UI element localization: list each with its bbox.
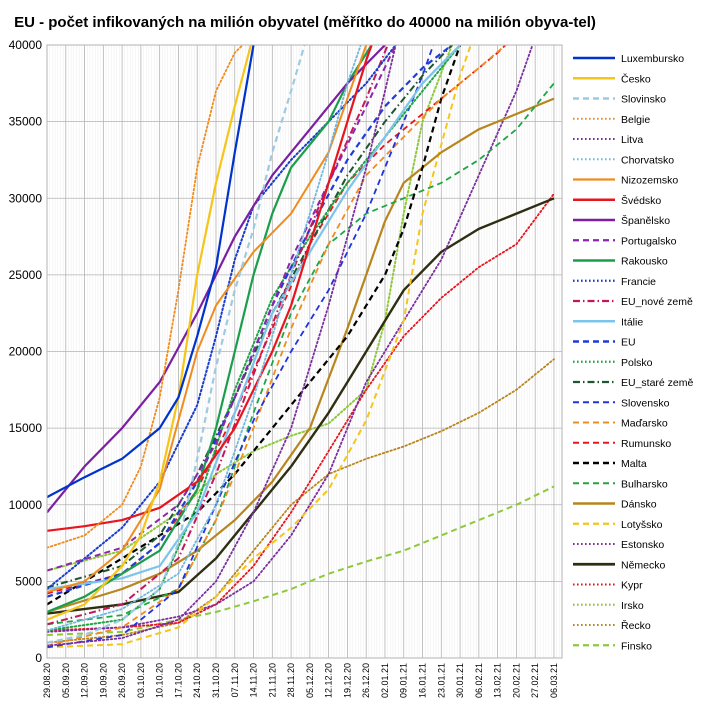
legend-entry-label: Lotyšsko [621, 519, 663, 531]
x-tick-label: 19.09.20 [98, 663, 108, 698]
legend-entry-label: Belgie [621, 114, 650, 126]
series-line [47, 45, 507, 647]
y-tick-label: 0 [35, 651, 42, 665]
series-line [47, 45, 397, 590]
y-tick-label: 30000 [9, 191, 43, 205]
y-tick-label: 40000 [9, 38, 43, 52]
legend-entry-label: Polsko [621, 357, 653, 369]
legend-entry-label: Rumunsko [621, 438, 671, 450]
legend-entry-label: Portugalsko [621, 235, 677, 247]
legend-entry-label: Litva [621, 134, 643, 146]
legend-entry-label: Slovensko [621, 397, 670, 409]
chart-grid [46, 44, 563, 659]
x-tick-label: 05.12.20 [305, 663, 315, 698]
series-line [47, 45, 362, 632]
legend-entry-label: EU [621, 337, 636, 349]
series-line [47, 45, 397, 647]
x-tick-label: 14.11.20 [249, 663, 259, 697]
series-line [47, 45, 461, 591]
x-tick-label: 03.10.20 [136, 663, 146, 698]
y-tick-label: 35000 [9, 115, 43, 129]
y-tick-label: 5000 [15, 574, 42, 588]
legend-entry-label: Finsko [621, 640, 652, 652]
legend-entry-label: Německo [621, 559, 666, 571]
legend-entry-label: Francie [621, 276, 656, 288]
chart-title: EU - počet infikovaných na milión obyvat… [14, 14, 596, 31]
legend-entry-label: Švédsko [621, 194, 661, 207]
x-tick-label: 05.09.20 [61, 663, 71, 698]
series-line [47, 45, 373, 532]
legend-entry-label: Rakousko [621, 256, 668, 268]
y-tick-label: 10000 [9, 498, 43, 512]
x-tick-label: 12.09.20 [80, 663, 90, 698]
legend-entry-label: Dánsko [621, 499, 657, 511]
series-line [47, 45, 252, 621]
x-tick-label: 06.03.21 [549, 663, 559, 698]
x-tick-label: 30.01.21 [455, 663, 465, 698]
chart-series-layer [47, 45, 555, 649]
series-line [47, 45, 472, 649]
x-tick-label: 23.01.21 [436, 663, 446, 698]
series-line [47, 192, 555, 632]
legend-entry-label: Luxembursko [621, 53, 684, 65]
x-tick-label: 20.02.21 [511, 663, 521, 698]
series-line [47, 45, 386, 514]
x-tick-label: 17.10.20 [173, 663, 183, 698]
legend-entry-label: Itálie [621, 316, 643, 328]
legend-entry-label: Estonsko [621, 539, 664, 551]
legend-entry-label: Irsko [621, 600, 644, 612]
x-tick-label: 29.08.20 [42, 663, 52, 698]
chart-axes: 0 5000 10000 15000 20000 25000 30000 35000 40000… [9, 38, 563, 698]
legend-entry-label: Nizozemsko [621, 175, 678, 187]
x-tick-label: 26.12.20 [361, 663, 371, 698]
legend-entry-label: Česko [621, 72, 651, 85]
legend-entry-label: Španělsko [621, 214, 670, 227]
legend-entry-label: Slovinsko [621, 94, 666, 106]
y-tick-label: 25000 [9, 268, 43, 282]
x-tick-label: 13.02.21 [493, 663, 503, 698]
series-line [47, 197, 555, 615]
series-line [47, 485, 555, 636]
x-tick-label: 19.12.20 [342, 663, 352, 698]
x-tick-label: 06.02.21 [474, 663, 484, 698]
x-tick-label: 28.11.20 [286, 663, 296, 697]
series-line [47, 45, 534, 633]
x-tick-label: 27.02.21 [530, 663, 540, 698]
x-tick-label: 07.11.20 [230, 663, 240, 697]
y-tick-label: 20000 [9, 345, 43, 359]
series-line [47, 45, 306, 644]
series-line [47, 97, 555, 614]
series-line [47, 45, 255, 499]
series-line [47, 45, 244, 549]
y-tick-label: 15000 [9, 421, 43, 435]
legend-entry-label: Chorvatsko [621, 154, 674, 166]
legend-entry-label: Kypr [621, 580, 643, 592]
legend-entry-label: Malta [621, 458, 647, 470]
legend-entry-label: EU_staré země [621, 377, 694, 389]
x-tick-label: 12.12.20 [324, 663, 334, 698]
x-tick-label: 26.09.20 [117, 663, 127, 698]
series-line [47, 45, 389, 626]
series-line [47, 45, 368, 594]
legend-entry-label: EU_nové země [621, 296, 693, 308]
x-tick-label: 09.01.21 [399, 663, 409, 698]
legend-entry-label: Bulharsko [621, 478, 668, 490]
x-tick-label: 24.10.20 [192, 663, 202, 698]
plot-border [46, 44, 563, 659]
x-tick-label: 16.01.21 [418, 663, 428, 698]
legend-entry-label: Řecko [621, 619, 651, 632]
x-tick-label: 31.10.20 [211, 663, 221, 698]
series-line [47, 45, 373, 614]
legend-entry-label: Maďarsko [621, 418, 668, 430]
x-tick-label: 21.11.20 [267, 663, 277, 697]
x-tick-label: 02.01.21 [380, 663, 390, 698]
x-tick-label: 10.10.20 [155, 663, 165, 698]
chart-legend: Luxembursko Česko Slovinsko Belgie Litva Chor… [573, 53, 694, 652]
